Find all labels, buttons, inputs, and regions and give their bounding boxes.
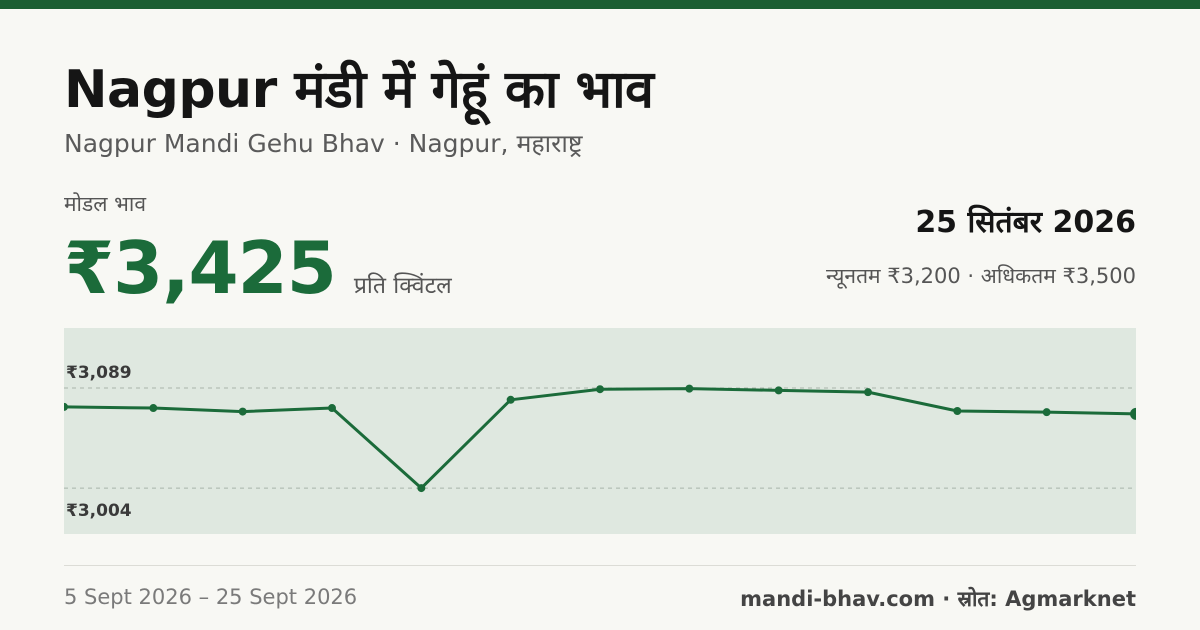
- data-point: [774, 386, 783, 395]
- data-point: [149, 404, 158, 413]
- min-max-range: न्यूनतम ₹3,200 · अधिकतम ₹3,500: [826, 264, 1136, 288]
- data-point: [328, 404, 336, 413]
- date-range: 5 Sept 2026 – 25 Sept 2026: [64, 585, 358, 609]
- price-unit: प्रति क्विंटल: [353, 273, 452, 299]
- data-point: [417, 484, 426, 493]
- page-title: Nagpur मंडी में गेहूं का भाव: [64, 60, 654, 120]
- footer-divider: [64, 565, 1136, 566]
- modal-price-label: मोडल भाव: [64, 192, 147, 216]
- data-point: [864, 388, 872, 397]
- price-chart-svg: ₹3,089 ₹3,004: [60, 328, 1142, 534]
- reference-label: ₹3,089: [66, 363, 132, 383]
- reference-label: ₹3,004: [66, 501, 132, 521]
- modal-price-value: ₹3,425: [64, 226, 337, 310]
- data-point: [1042, 408, 1051, 417]
- data-point: [953, 406, 962, 415]
- top-accent-bar: [0, 0, 1200, 9]
- data-point: [596, 385, 604, 394]
- data-point: [238, 407, 247, 416]
- data-point: [685, 384, 694, 393]
- price-row: ₹3,425 प्रति क्विंटल: [64, 226, 452, 310]
- source-credit: mandi-bhav.com · स्रोत: Agmarknet: [740, 587, 1136, 611]
- data-point: [506, 395, 515, 404]
- price-chart: ₹3,089 ₹3,004: [60, 328, 1142, 534]
- price-date: 25 सितंबर 2026: [915, 205, 1136, 240]
- chart-background: [64, 328, 1136, 534]
- page-subtitle: Nagpur Mandi Gehu Bhav · Nagpur, महाराष्…: [64, 129, 583, 158]
